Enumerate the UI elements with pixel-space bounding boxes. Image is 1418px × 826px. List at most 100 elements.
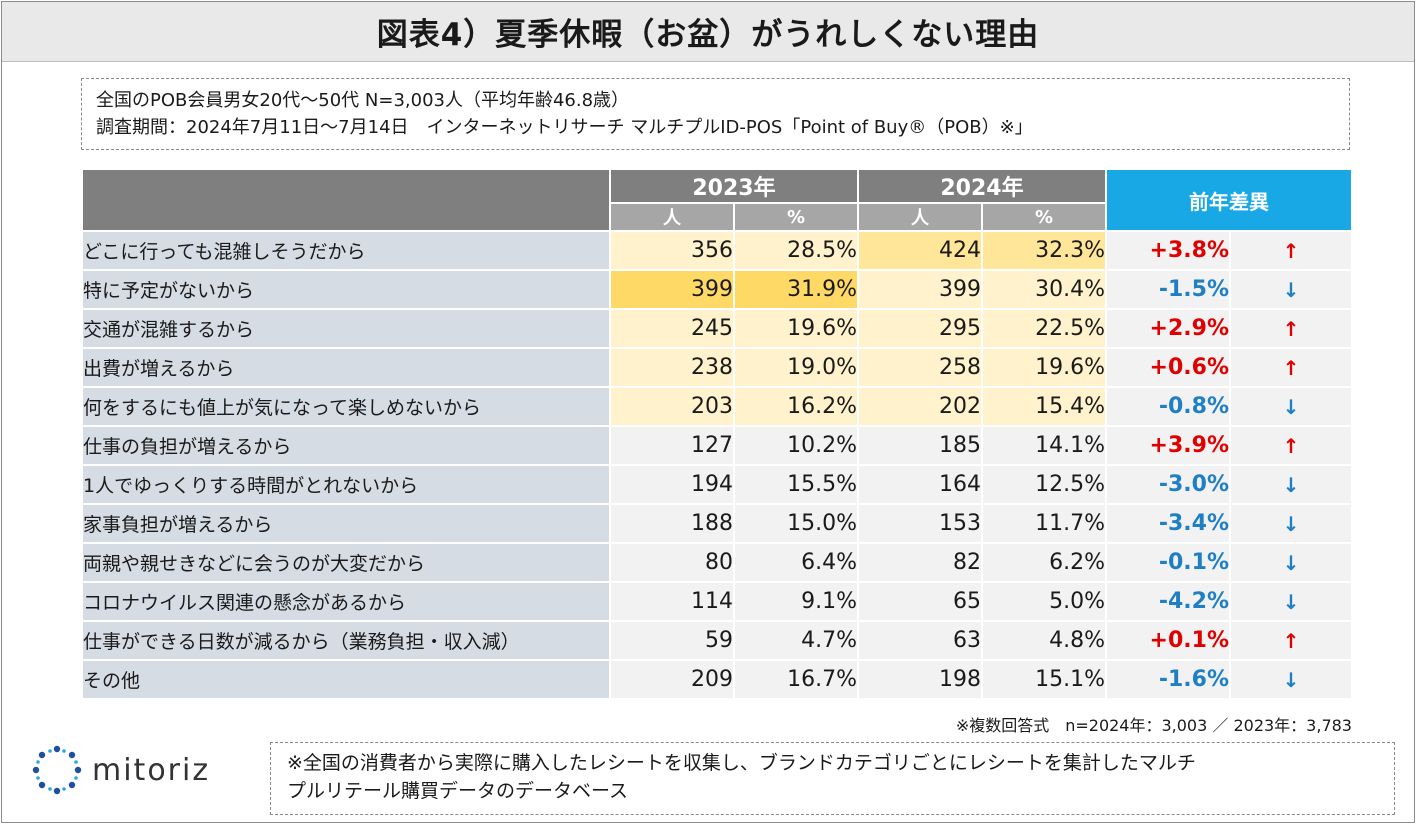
title-bar: 図表4）夏季休暇（お盆）がうれしくない理由 <box>2 2 1414 62</box>
count-2024: 65 <box>859 583 981 620</box>
row-label: 仕事の負担が増えるから <box>83 427 609 464</box>
count-2024: 185 <box>859 427 981 464</box>
table-row: 特に予定がないから 399 31.9% 399 30.4% -1.5% ↓ <box>83 271 1351 308</box>
mitoriz-logo-icon <box>32 745 82 795</box>
row-label: 仕事ができる日数が減るから（業務負担・収入減） <box>83 622 609 659</box>
percent-2024: 6.2% <box>983 544 1105 581</box>
count-2023: 59 <box>611 622 733 659</box>
row-label: 出費が増えるから <box>83 349 609 386</box>
pob-note-line-1: ※全国の消費者から実際に購入したレシートを収集し、ブランドカテゴリごとにレシート… <box>287 752 1196 774</box>
trend-arrow-icon: ↑ <box>1231 310 1351 347</box>
count-2023: 127 <box>611 427 733 464</box>
count-2024: 424 <box>859 232 981 269</box>
percent-2024: 32.3% <box>983 232 1105 269</box>
pob-note-box: ※全国の消費者から実際に購入したレシートを収集し、ブランドカテゴリごとにレシート… <box>270 742 1395 815</box>
count-2023: 399 <box>611 271 733 308</box>
percent-2024: 14.1% <box>983 427 1105 464</box>
row-label: その他 <box>83 661 609 698</box>
count-2024: 198 <box>859 661 981 698</box>
percent-2023: 16.2% <box>735 388 857 425</box>
footnote: ※複数回答式 n=2024年：3,003 ／ 2023年：3,783 <box>955 716 1352 735</box>
diff-value: -1.5% <box>1107 271 1229 308</box>
count-2024: 399 <box>859 271 981 308</box>
table-row: 両親や親せきなどに会うのが大変だから 80 6.4% 82 6.2% -0.1% ↓ <box>83 544 1351 581</box>
year-2023-header: 2023年 <box>611 170 857 202</box>
table-body: どこに行っても混雑しそうだから 356 28.5% 424 32.3% +3.8% ↑ 特に予… <box>83 232 1351 698</box>
percent-2023: 15.0% <box>735 505 857 542</box>
percent-2024: 11.7% <box>983 505 1105 542</box>
table-row: 家事負担が増えるから 188 15.0% 153 11.7% -3.4% ↓ <box>83 505 1351 542</box>
row-label: コロナウイルス関連の懸念があるから <box>83 583 609 620</box>
pob-note-line-2: プルリテール購買データのデータベース <box>287 780 629 802</box>
percent-2024: 5.0% <box>983 583 1105 620</box>
trend-arrow-icon: ↓ <box>1231 388 1351 425</box>
sub-header-pct-2024: % <box>983 204 1105 230</box>
count-2023: 238 <box>611 349 733 386</box>
count-2024: 63 <box>859 622 981 659</box>
percent-2024: 4.8% <box>983 622 1105 659</box>
percent-2024: 15.1% <box>983 661 1105 698</box>
sub-header-pct-2023: % <box>735 204 857 230</box>
trend-arrow-icon: ↑ <box>1231 427 1351 464</box>
table-row: 1人でゆっくりする時間がとれないから 194 15.5% 164 12.5% -3.0% ↓ <box>83 466 1351 503</box>
table-row: 仕事ができる日数が減るから（業務負担・収入減） 59 4.7% 63 4.8% +0.1%… <box>83 622 1351 659</box>
reasons-table: 2023年 2024年 前年差異 人 % 人 % どこに行っても混雑しそうだから… <box>81 168 1353 700</box>
count-2023: 194 <box>611 466 733 503</box>
count-2024: 153 <box>859 505 981 542</box>
trend-arrow-icon: ↑ <box>1231 622 1351 659</box>
trend-arrow-icon: ↓ <box>1231 583 1351 620</box>
trend-arrow-icon: ↑ <box>1231 349 1351 386</box>
count-2023: 80 <box>611 544 733 581</box>
row-label: どこに行っても混雑しそうだから <box>83 232 609 269</box>
diff-value: +0.1% <box>1107 622 1229 659</box>
year-2024-header: 2024年 <box>859 170 1105 202</box>
percent-2023: 19.6% <box>735 310 857 347</box>
count-2024: 295 <box>859 310 981 347</box>
row-label: 家事負担が増えるから <box>83 505 609 542</box>
percent-2023: 19.0% <box>735 349 857 386</box>
row-label: 交通が混雑するから <box>83 310 609 347</box>
mitoriz-logo: mitoriz <box>32 745 210 795</box>
table-row: コロナウイルス関連の懸念があるから 114 9.1% 65 5.0% -4.2% ↓ <box>83 583 1351 620</box>
trend-arrow-icon: ↓ <box>1231 544 1351 581</box>
row-label: 何をするにも値上が気になって楽しめないから <box>83 388 609 425</box>
survey-info-line-2: 調査期間：2024年7月11日〜7月14日 インターネットリサーチ マルチプルI… <box>96 117 1033 138</box>
count-2024: 82 <box>859 544 981 581</box>
percent-2023: 6.4% <box>735 544 857 581</box>
percent-2024: 22.5% <box>983 310 1105 347</box>
percent-2024: 30.4% <box>983 271 1105 308</box>
row-label: 両親や親せきなどに会うのが大変だから <box>83 544 609 581</box>
percent-2023: 9.1% <box>735 583 857 620</box>
table-row: どこに行っても混雑しそうだから 356 28.5% 424 32.3% +3.8% ↑ <box>83 232 1351 269</box>
diff-value: +3.9% <box>1107 427 1229 464</box>
percent-2024: 19.6% <box>983 349 1105 386</box>
diff-value: -3.4% <box>1107 505 1229 542</box>
percent-2024: 15.4% <box>983 388 1105 425</box>
percent-2023: 28.5% <box>735 232 857 269</box>
count-2023: 188 <box>611 505 733 542</box>
diff-header: 前年差異 <box>1107 170 1351 230</box>
trend-arrow-icon: ↓ <box>1231 661 1351 698</box>
percent-2023: 4.7% <box>735 622 857 659</box>
diff-value: -3.0% <box>1107 466 1229 503</box>
diff-value: -0.1% <box>1107 544 1229 581</box>
diff-value: +2.9% <box>1107 310 1229 347</box>
count-2024: 164 <box>859 466 981 503</box>
percent-2023: 16.7% <box>735 661 857 698</box>
row-label: 1人でゆっくりする時間がとれないから <box>83 466 609 503</box>
diff-value: -0.8% <box>1107 388 1229 425</box>
count-2023: 114 <box>611 583 733 620</box>
table-row: その他 209 16.7% 198 15.1% -1.6% ↓ <box>83 661 1351 698</box>
diff-value: -4.2% <box>1107 583 1229 620</box>
table-row: 出費が増えるから 238 19.0% 258 19.6% +0.6% ↑ <box>83 349 1351 386</box>
trend-arrow-icon: ↓ <box>1231 466 1351 503</box>
survey-info-line-1: 全国のPOB会員男女20代〜50代 N=3,003人（平均年齢46.8歳） <box>96 90 630 111</box>
diff-value: +3.8% <box>1107 232 1229 269</box>
diff-value: -1.6% <box>1107 661 1229 698</box>
percent-2023: 31.9% <box>735 271 857 308</box>
sub-header-people-2023: 人 <box>611 204 733 230</box>
row-label: 特に予定がないから <box>83 271 609 308</box>
page-title: 図表4）夏季休暇（お盆）がうれしくない理由 <box>376 17 1040 53</box>
trend-arrow-icon: ↑ <box>1231 232 1351 269</box>
